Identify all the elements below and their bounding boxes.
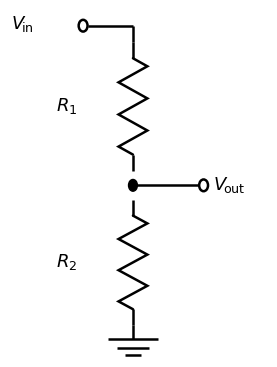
Circle shape (129, 179, 137, 191)
Text: $R_1$: $R_1$ (56, 97, 77, 116)
Text: $V_{\!\mathrm{in}}$: $V_{\!\mathrm{in}}$ (11, 14, 34, 34)
Text: $V_{\!\mathrm{out}}$: $V_{\!\mathrm{out}}$ (213, 175, 246, 195)
Text: $R_2$: $R_2$ (56, 252, 77, 272)
